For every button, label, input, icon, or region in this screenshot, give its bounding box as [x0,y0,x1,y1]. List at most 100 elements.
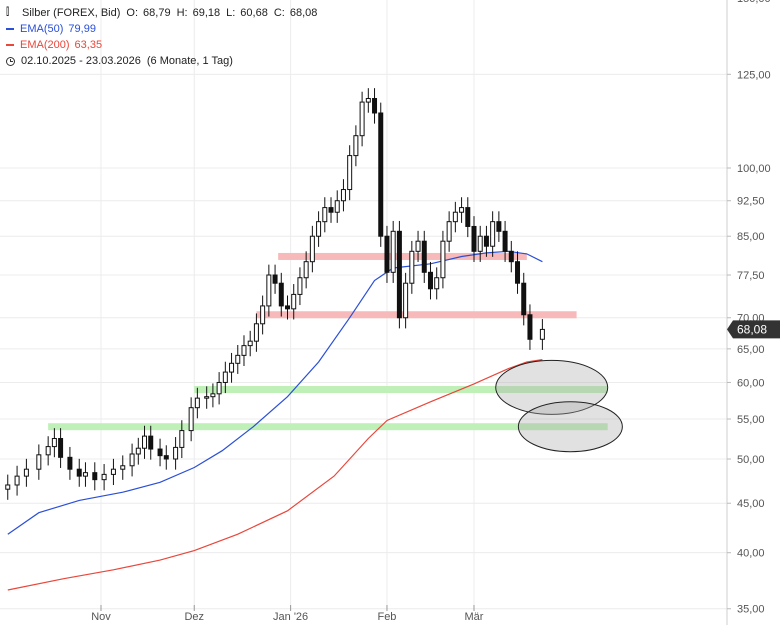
y-tick-label: 50,00 [737,454,765,466]
x-tick-label: Nov [91,611,111,623]
resistance-zone [256,311,577,319]
y-tick-label: 125,00 [737,69,771,81]
ema200-value: 63,35 [74,39,103,51]
candle-body [322,207,328,223]
open-label: O: [126,7,139,19]
candle-body [471,225,477,252]
candle-body [82,472,88,477]
x-tick-label: Jan '26 [273,611,308,623]
candle-body [58,438,64,458]
candle-body [396,230,402,319]
y-tick-label: 35,00 [737,604,765,616]
candle-body [446,221,452,242]
y-tick-label: 65,00 [737,344,765,356]
candle-body [210,393,216,398]
candle-body [527,314,533,340]
candle-body [45,446,51,456]
candle-body [328,207,334,213]
instrument-name: Silber (FOREX, Bid) [22,7,121,19]
candle-body [194,397,200,409]
candle-body [508,250,514,263]
candle-body [521,282,527,316]
close-label: C: [273,7,285,19]
candle-body [272,274,278,284]
candle-body [353,135,359,157]
candle-body [229,362,235,373]
candle-body [110,468,116,475]
support-zone [194,386,608,394]
candle-body [297,277,303,295]
candle-body [291,293,297,310]
candle-body [36,454,42,470]
ellipse-marker [495,359,609,415]
candle-body [477,235,483,252]
ema200-swatch [6,44,14,46]
y-tick-label: 92,50 [737,196,765,208]
candle-body [378,112,384,237]
candles [5,88,545,500]
candle-body [120,465,126,470]
high-label: H: [176,7,188,19]
ema50-label: EMA(50) [20,23,64,35]
range-note: (6 Monate, 1 Tag) [146,55,233,67]
candle-body [372,98,378,114]
candle-body [334,200,340,213]
candle-body [135,447,141,455]
ema200-line [7,359,543,591]
last-price-tag: 68,08 [727,320,780,339]
candle-body [241,345,247,356]
candle-body [142,435,148,449]
candle-body [347,155,353,191]
high-value: 69,18 [192,7,221,19]
candle-body [459,207,465,213]
candle-body [365,98,371,103]
candle-body [76,468,82,477]
x-tick-label: Feb [377,611,396,623]
clock-icon [6,56,15,66]
candle-body [23,468,29,477]
candlestick-icon: ⫿ [6,7,10,18]
date-range: 02.10.2025 - 23.03.2026 [21,55,141,67]
candle-body [340,189,346,202]
ema200-label: EMA(200) [20,39,70,51]
candle-body [415,240,421,252]
candle-body [173,446,179,460]
low-label: L: [226,7,236,19]
ema50-value: 79,99 [68,23,96,35]
candle-body [515,261,521,284]
y-tick-label: 100,00 [737,163,771,175]
y-tick-label: 45,00 [737,498,765,510]
candle-body [204,396,210,399]
candle-body [421,240,427,273]
legend-ema200-row: EMA(200) 63,35 [6,37,317,53]
candle-body [434,277,440,290]
candle-body [163,455,169,460]
candle-body [101,473,107,481]
legend: ⫿ Silber (FOREX, Bid) O: 68,79 H: 69,18 … [6,5,317,69]
close-value: 68,08 [289,7,318,19]
x-tick-label: Mär [465,611,484,623]
last-price-label: 68,08 [737,322,767,336]
candle-body [188,407,194,432]
candle-body [179,430,185,448]
candle-body [14,475,20,486]
candle-body [440,240,446,279]
low-value: 60,68 [240,7,268,19]
open-value: 68,79 [143,7,171,19]
candle-body [409,250,415,284]
candle-body [403,282,409,319]
legend-ohlc-row: ⫿ Silber (FOREX, Bid) O: 68,79 H: 69,18 … [6,5,317,21]
candle-body [67,456,73,470]
gridlines [0,0,727,610]
candle-body [490,221,496,247]
x-tick-label: Dez [184,611,204,623]
candle-body [260,305,266,325]
candle-body [384,235,390,273]
support-zone [48,423,608,431]
candle-body [5,484,11,490]
candle-body [253,323,259,342]
candle-body [235,354,241,364]
candle-body [452,211,458,223]
y-tick-label: 55,00 [737,414,765,426]
